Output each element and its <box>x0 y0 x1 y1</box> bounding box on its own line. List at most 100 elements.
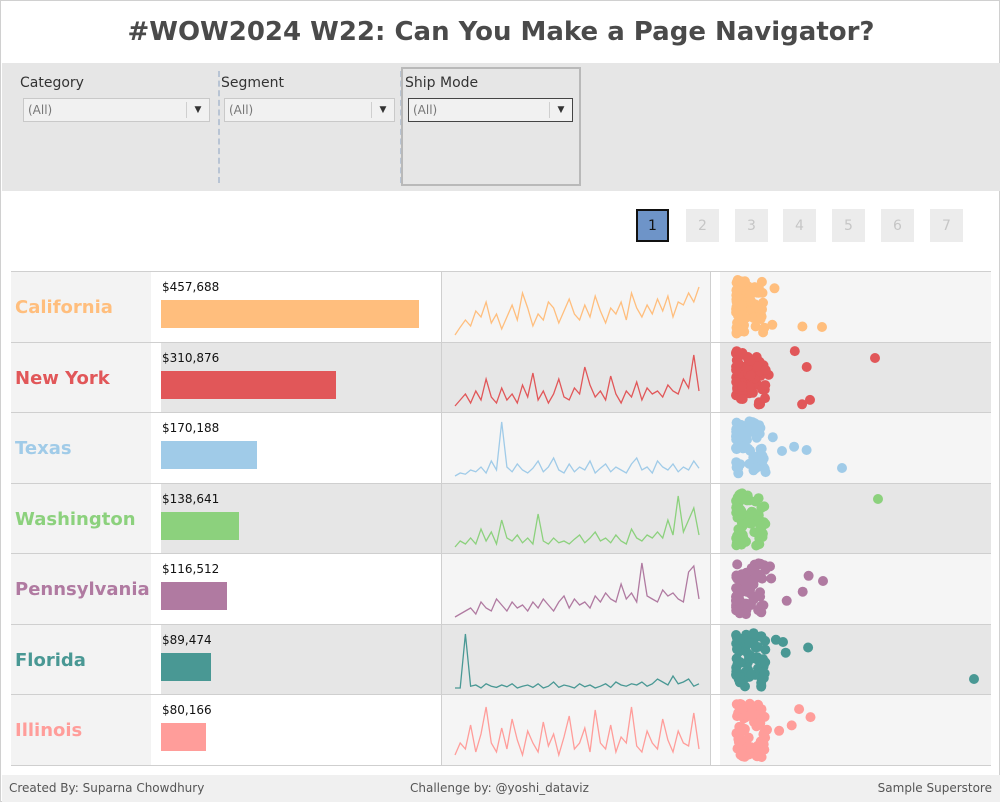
order-dot <box>742 586 753 597</box>
sales-bar[interactable] <box>161 441 257 469</box>
state-name-cell: Texas <box>11 413 151 483</box>
dropdown-arrow-icon[interactable]: ▼ <box>557 105 565 115</box>
page-button-1[interactable]: 1 <box>636 209 669 242</box>
sales-bar[interactable] <box>161 512 239 540</box>
page-button-4[interactable]: 4 <box>783 209 816 242</box>
order-dot <box>759 322 770 333</box>
state-name-cell: Florida <box>11 625 151 695</box>
state-row: Florida $89,474 <box>11 624 991 695</box>
sales-bar[interactable] <box>161 653 211 681</box>
sales-value-label: $138,641 <box>162 492 220 506</box>
order-dot <box>767 432 778 443</box>
order-dot-plot[interactable] <box>720 625 991 695</box>
sales-trend-sparkline[interactable] <box>441 484 711 554</box>
order-dot <box>742 495 752 506</box>
order-dot <box>736 506 747 516</box>
state-name: Pennsylvania <box>15 578 150 600</box>
sales-bar-cell: $170,188 <box>161 413 441 483</box>
order-dot <box>742 434 752 445</box>
order-dot-plot[interactable] <box>720 695 991 765</box>
dropdown-separator <box>186 102 187 118</box>
sales-bar[interactable] <box>161 723 206 751</box>
order-dot <box>786 720 797 731</box>
row-divider <box>11 694 991 695</box>
sales-trend-sparkline[interactable] <box>441 554 711 624</box>
dropdown-arrow-icon[interactable]: ▼ <box>379 105 387 115</box>
sales-value-label: $310,876 <box>162 351 220 365</box>
order-dot <box>750 463 761 474</box>
page-button-2[interactable]: 2 <box>686 209 719 242</box>
ship-mode-dropdown[interactable]: (All) ▼ <box>408 98 573 122</box>
order-dot <box>732 285 743 296</box>
order-dot <box>746 742 757 753</box>
page-button-7[interactable]: 7 <box>930 209 963 242</box>
sparkline-cell <box>441 413 711 483</box>
order-dot <box>758 729 769 740</box>
order-dot <box>731 444 742 455</box>
column-divider <box>710 271 711 765</box>
page-button-6[interactable]: 6 <box>881 209 914 242</box>
sales-bar[interactable] <box>161 371 336 399</box>
order-dot-plot[interactable] <box>720 413 991 483</box>
order-dot <box>805 712 816 723</box>
sales-bar-cell: $138,641 <box>161 484 441 554</box>
sales-trend-sparkline[interactable] <box>441 272 711 342</box>
sales-bar[interactable] <box>161 300 419 328</box>
state-row: New York $310,876 <box>11 342 991 413</box>
sales-trend-sparkline[interactable] <box>441 695 711 765</box>
filter-segment-label: Segment <box>221 75 284 91</box>
order-dot <box>778 637 788 647</box>
order-dot-plot[interactable] <box>720 554 991 624</box>
sparkline-path <box>455 633 700 689</box>
sparkline-path <box>454 706 700 758</box>
order-dot <box>789 346 800 357</box>
category-dropdown[interactable]: (All) ▼ <box>23 98 210 122</box>
sales-bar[interactable] <box>161 582 227 610</box>
state-row: Texas $170,188 <box>11 412 991 483</box>
order-dot <box>732 644 742 655</box>
order-dot-plot[interactable] <box>720 272 991 342</box>
order-dot <box>797 586 808 597</box>
sparkline-cell <box>441 343 711 413</box>
sales-trend-sparkline[interactable] <box>441 343 711 413</box>
dropdown-arrow-icon[interactable]: ▼ <box>194 105 202 115</box>
order-dot <box>757 455 768 466</box>
order-dot <box>731 425 742 436</box>
order-dot <box>734 677 745 688</box>
state-name: Florida <box>15 649 86 671</box>
order-dot-plot[interactable] <box>720 484 991 554</box>
sales-bar-cell: $80,166 <box>161 695 441 765</box>
order-dot <box>751 751 762 761</box>
segment-dropdown[interactable]: (All) ▼ <box>224 98 395 122</box>
state-row: California $457,688 <box>11 271 991 342</box>
order-dots-cell <box>720 413 991 483</box>
order-dot <box>733 524 744 535</box>
sparkline-path <box>454 495 700 548</box>
order-dot <box>758 600 769 611</box>
order-dot <box>740 536 751 547</box>
order-dot-plot[interactable] <box>720 343 991 413</box>
order-dot <box>760 365 771 375</box>
order-dot <box>733 358 743 369</box>
sales-value-label: $170,188 <box>162 421 220 435</box>
page-button-5[interactable]: 5 <box>832 209 865 242</box>
sparkline-path <box>454 421 700 477</box>
order-dot <box>769 283 780 294</box>
state-name: California <box>15 296 113 318</box>
sales-trend-sparkline[interactable] <box>441 625 711 695</box>
page-button-3[interactable]: 3 <box>735 209 768 242</box>
order-dot <box>797 321 808 332</box>
dropdown-separator <box>549 102 550 118</box>
sales-value-label: $89,474 <box>162 633 212 647</box>
sales-value-label: $116,512 <box>162 562 220 576</box>
sales-trend-sparkline[interactable] <box>441 413 711 483</box>
state-row: Washington $138,641 <box>11 483 991 554</box>
state-name: Washington <box>15 508 136 530</box>
order-dot <box>732 635 743 645</box>
order-dot <box>805 394 815 405</box>
order-dot <box>760 644 771 655</box>
state-name-cell: Illinois <box>11 695 151 765</box>
category-dropdown-value: (All) <box>28 103 53 117</box>
filter-ship-mode: Ship Mode (All) ▼ <box>405 63 577 191</box>
